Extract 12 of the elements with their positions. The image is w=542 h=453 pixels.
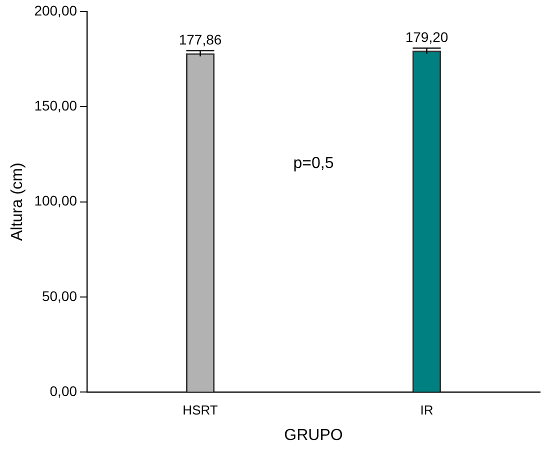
x-tick-label: HSRT bbox=[182, 402, 218, 418]
y-tick-label: 50,00 bbox=[42, 288, 78, 304]
y-axis-title: Altura (cm) bbox=[9, 162, 26, 241]
x-tick-label: IR bbox=[420, 402, 434, 418]
y-tick-label: 150,00 bbox=[34, 97, 78, 114]
y-tick-label: 0,00 bbox=[50, 383, 78, 400]
annotation: p=0,5 bbox=[293, 155, 334, 172]
y-tick-label: 100,00 bbox=[34, 192, 78, 209]
data-label: 177,86 bbox=[178, 31, 222, 48]
x-axis-title: GRUPO bbox=[284, 426, 343, 444]
data-label: 179,20 bbox=[405, 28, 448, 45]
y-tick-label: 200,00 bbox=[34, 2, 78, 18]
